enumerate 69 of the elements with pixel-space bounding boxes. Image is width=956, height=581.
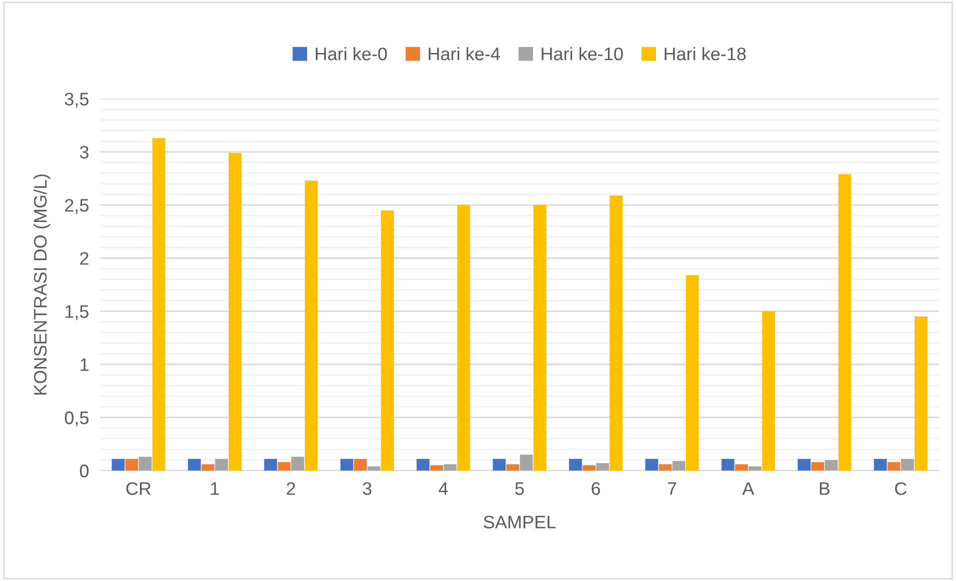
- bar: [658, 464, 672, 471]
- bar: [569, 458, 582, 471]
- x-tick-label: A: [742, 482, 754, 495]
- bar: [838, 174, 852, 471]
- legend-label: Hari ke-4: [428, 47, 500, 60]
- x-tick-label: B: [820, 482, 830, 495]
- bar: [444, 464, 457, 471]
- x-tick-label: 5: [515, 482, 524, 495]
- bar: [596, 463, 610, 471]
- y-tick-label: 3,5: [64, 92, 89, 108]
- bar: [887, 462, 900, 471]
- bar: [520, 454, 533, 471]
- bar: [672, 461, 686, 471]
- bar: [901, 458, 914, 471]
- x-tick-label: CR: [126, 482, 151, 495]
- bar: [228, 152, 242, 471]
- x-tick-label: 6: [592, 482, 600, 495]
- bar: [533, 205, 546, 471]
- bar: [354, 458, 367, 471]
- bar: [874, 458, 887, 471]
- bar: [582, 465, 596, 471]
- x-tick-label: 1: [211, 482, 219, 495]
- bar: [762, 311, 776, 471]
- bar: [735, 464, 748, 471]
- bar: [798, 458, 811, 471]
- y-axis-title: KONSENTRASI DO (MG/L): [33, 174, 50, 395]
- bar: [367, 466, 380, 471]
- bar: [811, 462, 824, 471]
- y-tick-label: 0: [80, 464, 89, 478]
- bar: [492, 458, 506, 471]
- bar: [278, 462, 291, 471]
- x-axis-title: SAMPEL: [484, 516, 556, 528]
- bar: [457, 205, 470, 471]
- bar: [824, 460, 838, 471]
- bar: [721, 458, 734, 471]
- y-tick-label: 0,5: [64, 411, 89, 426]
- bar: [291, 456, 304, 471]
- x-tick-label: 7: [668, 482, 676, 495]
- y-tick-label: 2,5: [65, 198, 89, 214]
- bar: [914, 316, 928, 471]
- bar: [215, 458, 228, 471]
- legend-label: Hari ke-18: [664, 47, 746, 60]
- bar: [610, 195, 623, 471]
- x-tick-label: C: [895, 482, 907, 495]
- bar: [188, 458, 201, 471]
- legend-label: Hari ke-0: [316, 47, 387, 60]
- x-tick-label: 2: [286, 482, 296, 495]
- bar: [112, 458, 125, 471]
- bar: [381, 210, 394, 471]
- y-tick-label: 2: [80, 252, 88, 265]
- bar: [202, 464, 214, 471]
- bar: [506, 464, 520, 471]
- bar: [430, 465, 444, 471]
- bar: [304, 180, 318, 471]
- bar: [416, 458, 430, 471]
- bar: [748, 466, 762, 471]
- y-tick-label: 1,5: [66, 305, 89, 320]
- bar: [645, 458, 658, 471]
- bar: [125, 458, 138, 471]
- y-tick-label: 3: [80, 146, 88, 159]
- bar: [686, 275, 699, 471]
- x-tick-label: 4: [438, 482, 448, 495]
- bar: [264, 458, 278, 471]
- bar: [152, 138, 166, 471]
- bar: [138, 456, 152, 471]
- y-tick-label: 1: [80, 358, 88, 371]
- legend-label: Hari ke-10: [542, 47, 623, 60]
- bar: [340, 458, 354, 471]
- x-tick-label: 3: [362, 482, 372, 495]
